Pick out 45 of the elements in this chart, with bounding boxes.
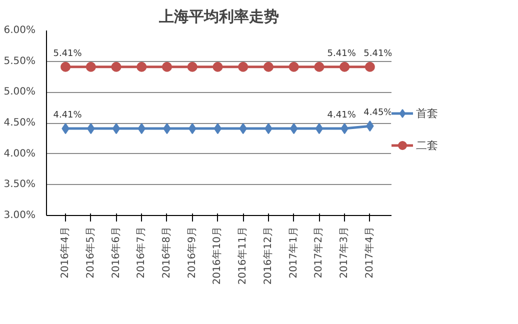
data-label: 4.41% [327, 110, 356, 121]
data-label: 5.41% [364, 48, 393, 59]
x-tick-label: 2017年1月 [287, 226, 300, 278]
y-tick-label: 3.50% [4, 179, 36, 190]
data-label: 4.41% [53, 110, 82, 121]
x-tick-label: 2016年12月 [262, 226, 274, 285]
data-label: 5.41% [53, 48, 82, 59]
data-label: 5.41% [327, 48, 356, 59]
x-tick-label: 2016年8月 [160, 226, 172, 278]
point [214, 123, 222, 134]
y-tick-label: 5.50% [4, 56, 36, 67]
point [111, 62, 122, 72]
point [86, 62, 96, 72]
x-tick-label: 2016年10月 [211, 226, 224, 285]
y-tick-label: 4.50% [4, 118, 36, 128]
point [314, 62, 324, 72]
data-label: 4.45% [364, 108, 393, 118]
x-tick-label: 2016年9月 [186, 226, 198, 278]
y-tick-label: 5.00% [4, 86, 36, 98]
point [60, 62, 71, 72]
x-tick-label: 2016年11月 [236, 226, 249, 285]
point [162, 62, 172, 72]
point [212, 62, 223, 72]
point [112, 123, 120, 134]
x-tick-label: 2016年6月 [110, 226, 122, 278]
point [136, 62, 147, 72]
point [288, 62, 299, 72]
x-tick-label: 2017年3月 [338, 226, 350, 278]
y-tick-label: 4.00% [4, 148, 36, 160]
legend-label: 二套 [416, 138, 438, 152]
x-tick-label: 2017年4月 [363, 226, 376, 278]
x-tick-label: 2017年2月 [312, 226, 325, 278]
point [187, 62, 198, 72]
point [238, 62, 248, 72]
y-tick-label: 6.00% [4, 25, 36, 36]
point [364, 62, 375, 72]
x-tick-label: 2016年4月 [59, 226, 72, 278]
y-tick-label: 3.00% [4, 210, 36, 221]
x-tick-label: 2016年5月 [84, 226, 96, 278]
x-tick-label: 2016年7月 [135, 226, 148, 278]
chart-title: 上海平均利率走势 [158, 8, 279, 26]
point [315, 123, 324, 134]
point [263, 62, 274, 72]
legend-label: 首套 [416, 106, 438, 120]
point [340, 62, 350, 72]
